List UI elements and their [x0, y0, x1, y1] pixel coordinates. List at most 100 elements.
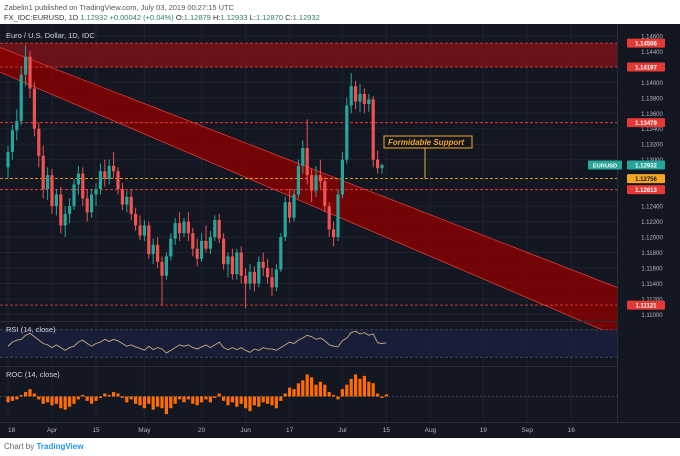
candle-body[interactable]	[301, 148, 305, 166]
roc-bar[interactable]	[46, 396, 50, 403]
candle-body[interactable]	[266, 268, 270, 278]
roc-bar[interactable]	[384, 394, 388, 397]
candle-body[interactable]	[226, 256, 230, 265]
candle-body[interactable]	[279, 237, 283, 270]
roc-bar[interactable]	[103, 393, 107, 397]
candle-body[interactable]	[178, 223, 182, 234]
roc-bar[interactable]	[94, 396, 98, 401]
roc-bar[interactable]	[318, 381, 322, 397]
candle-body[interactable]	[156, 244, 160, 262]
roc-bar[interactable]	[305, 374, 309, 397]
roc-bar[interactable]	[376, 393, 380, 397]
candle-body[interactable]	[19, 74, 23, 121]
candle-body[interactable]	[371, 99, 375, 160]
roc-bar[interactable]	[19, 395, 23, 397]
rsi-pane[interactable]: 60.0040.0051.09	[0, 329, 665, 358]
candle-body[interactable]	[336, 194, 340, 238]
roc-bar[interactable]	[169, 396, 173, 409]
roc-bar[interactable]	[81, 395, 85, 397]
roc-bar[interactable]	[129, 396, 133, 400]
roc-bar[interactable]	[252, 396, 256, 406]
roc-bar[interactable]	[380, 396, 384, 398]
roc-bar[interactable]	[142, 396, 146, 409]
candle-body[interactable]	[186, 221, 190, 234]
candle-body[interactable]	[112, 165, 116, 172]
roc-bar[interactable]	[24, 392, 28, 397]
roc-bar[interactable]	[59, 396, 63, 409]
roc-bar[interactable]	[217, 393, 221, 397]
channel-lower-line[interactable]	[0, 71, 618, 337]
roc-bar[interactable]	[204, 396, 208, 400]
roc-bar[interactable]	[266, 396, 270, 404]
candle-body[interactable]	[314, 175, 318, 191]
price-axis[interactable]: 1.14600 1.14400 1.14000 1.13800 1.13600 1.134…	[588, 24, 680, 422]
rsi-line[interactable]	[7, 330, 387, 354]
candle-body[interactable]	[32, 88, 36, 129]
candle-body[interactable]	[362, 93, 366, 104]
candle-body[interactable]	[274, 269, 278, 288]
roc-bar[interactable]	[288, 387, 292, 397]
candle-body[interactable]	[182, 221, 186, 234]
roc-bar[interactable]	[63, 396, 67, 410]
candle-body[interactable]	[81, 173, 85, 199]
candle-body[interactable]	[252, 271, 256, 284]
roc-bar[interactable]	[340, 389, 344, 397]
roc-bar[interactable]	[301, 380, 305, 397]
candle-body[interactable]	[288, 202, 292, 218]
candle-body[interactable]	[367, 99, 371, 104]
candle-body[interactable]	[103, 171, 107, 180]
candle-body[interactable]	[147, 225, 151, 255]
roc-bar[interactable]	[226, 396, 230, 406]
roc-bar[interactable]	[125, 396, 129, 403]
roc-bar[interactable]	[134, 396, 138, 404]
candle-body[interactable]	[340, 159, 344, 195]
roc-bar[interactable]	[279, 396, 283, 401]
roc-bar[interactable]	[28, 389, 32, 397]
candle-body[interactable]	[125, 196, 129, 205]
candle-body[interactable]	[142, 225, 146, 236]
candle-body[interactable]	[50, 175, 54, 207]
roc-bar[interactable]	[173, 396, 177, 404]
roc-bar[interactable]	[37, 396, 41, 400]
candle-body[interactable]	[380, 165, 384, 169]
roc-bar[interactable]	[76, 396, 80, 400]
roc-bar[interactable]	[362, 375, 366, 397]
candle-body[interactable]	[98, 171, 102, 190]
roc-bar[interactable]	[257, 396, 261, 407]
roc-bar[interactable]	[283, 393, 287, 397]
candle-body[interactable]	[318, 175, 322, 182]
roc-bar[interactable]	[98, 396, 102, 398]
candle-body[interactable]	[72, 184, 76, 207]
roc-bar[interactable]	[367, 381, 371, 397]
roc-bar[interactable]	[261, 396, 265, 403]
candle-body[interactable]	[332, 229, 336, 238]
roc-bar[interactable]	[116, 393, 120, 397]
pane-divider-rsi[interactable]	[0, 321, 680, 322]
roc-bar[interactable]	[10, 396, 14, 401]
candle-body[interactable]	[222, 238, 226, 265]
roc-bar[interactable]	[323, 384, 327, 397]
candle-body[interactable]	[354, 86, 358, 102]
author-name[interactable]: Zabelin1	[4, 3, 33, 12]
candle-body[interactable]	[305, 148, 309, 176]
roc-bar[interactable]	[200, 396, 204, 403]
roc-bar[interactable]	[50, 396, 54, 406]
roc-bar[interactable]	[244, 396, 248, 409]
roc-bar[interactable]	[327, 392, 331, 397]
price-axis-border[interactable]	[617, 24, 618, 422]
candle-body[interactable]	[68, 206, 72, 214]
roc-bar[interactable]	[345, 384, 349, 397]
candle-body[interactable]	[37, 128, 41, 156]
roc-bar[interactable]	[354, 374, 358, 397]
roc-bar[interactable]	[195, 396, 199, 406]
roc-bar[interactable]	[90, 396, 94, 404]
candle-body[interactable]	[239, 252, 243, 276]
roc-bar[interactable]	[120, 396, 124, 398]
roc-bar[interactable]	[191, 396, 195, 404]
candle-body[interactable]	[327, 206, 331, 230]
roc-bar[interactable]	[164, 396, 168, 415]
candlestick-series[interactable]	[6, 45, 384, 309]
candle-body[interactable]	[200, 240, 204, 259]
roc-bar[interactable]	[336, 396, 340, 400]
candle-body[interactable]	[116, 171, 120, 190]
